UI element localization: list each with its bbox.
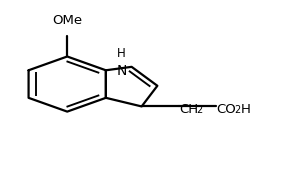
Text: N: N <box>116 64 127 78</box>
Text: 2: 2 <box>196 105 202 115</box>
Text: 2: 2 <box>235 105 241 115</box>
Text: H: H <box>241 103 251 116</box>
Text: CO: CO <box>216 103 236 116</box>
Text: OMe: OMe <box>52 14 82 27</box>
Text: H: H <box>117 47 126 60</box>
Text: CH: CH <box>179 103 198 116</box>
